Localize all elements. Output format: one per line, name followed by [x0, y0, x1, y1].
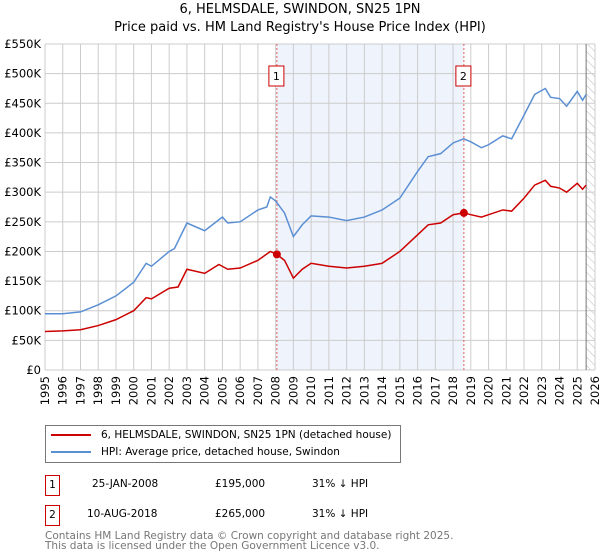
y-tick-label: £100K [4, 304, 41, 318]
sale-price: £265,000 [215, 508, 266, 520]
y-tick-label: £0 [26, 363, 41, 377]
y-tick-label: £250K [4, 215, 41, 229]
y-tick-label: £500K [4, 67, 41, 81]
x-tick-label: 2001 [144, 376, 158, 405]
x-tick-label: 2024 [553, 376, 567, 405]
x-tick-label: 2005 [215, 376, 229, 405]
legend-label: HPI: Average price, detached house, Swin… [101, 446, 340, 458]
sale-price: £195,000 [215, 478, 266, 490]
legend-item-property: 6, HELMSDALE, SWINDON, SN25 1PN (detache… [51, 429, 391, 441]
sale-row-2: 2 10-AUG-2018 £265,000 31% ↓ HPI [45, 505, 465, 526]
footer: Contains HM Land Registry data © Crown c… [45, 530, 454, 552]
sale-date: 25-JAN-2008 [92, 478, 159, 490]
legend-swatch-red [51, 434, 91, 436]
x-tick-label: 2004 [198, 376, 212, 405]
y-tick-label: £450K [4, 96, 41, 110]
x-tick-label: 2002 [162, 376, 176, 405]
hatched-region [586, 44, 595, 370]
legend-label: 6, HELMSDALE, SWINDON, SN25 1PN (detache… [101, 429, 392, 441]
x-tick-label: 2023 [535, 376, 549, 405]
sale-point [272, 250, 281, 259]
y-tick-label: £50K [12, 333, 42, 347]
x-tick-label: 1999 [109, 376, 123, 405]
sale-badge: 2 [45, 505, 60, 526]
x-tick-label: 2000 [127, 376, 141, 405]
sale-marker-label: 2 [460, 70, 467, 83]
x-tick-label: 2015 [393, 376, 407, 405]
series-line-hpi [45, 87, 587, 315]
legend-swatch-blue [51, 451, 91, 453]
x-tick-label: 2008 [269, 376, 283, 405]
x-tick-label: 1997 [73, 376, 87, 405]
legend: 6, HELMSDALE, SWINDON, SN25 1PN (detache… [45, 425, 401, 463]
x-tick-label: 2016 [411, 376, 425, 405]
y-tick-label: £550K [4, 37, 41, 51]
sale-hpi-delta: 31% ↓ HPI [312, 478, 369, 490]
x-tick-label: 2020 [482, 376, 496, 405]
x-tick-label: 2010 [304, 376, 318, 405]
x-tick-label: 2007 [251, 376, 265, 405]
x-tick-label: 2006 [233, 376, 247, 405]
chart-subtitle: Price paid vs. HM Land Registry's House … [114, 20, 486, 35]
shaded-period [276, 44, 464, 370]
series-line-property [44, 179, 587, 333]
x-tick-label: 2022 [517, 376, 531, 405]
sale-date: 10-AUG-2018 [87, 508, 158, 520]
y-tick-label: £200K [4, 244, 41, 258]
x-tick-label: 2009 [286, 376, 300, 405]
x-tick-label: 2025 [570, 376, 584, 405]
sale-marker-label: 1 [273, 70, 280, 83]
legend-item-hpi: HPI: Average price, detached house, Swin… [51, 446, 340, 458]
x-tick-label: 2018 [446, 376, 460, 405]
x-tick-label: 2019 [464, 376, 478, 405]
footer-copyright: Contains HM Land Registry data © Crown c… [45, 530, 454, 542]
x-tick-label: 2017 [428, 376, 442, 405]
x-tick-label: 2026 [588, 376, 600, 405]
x-tick-label: 2014 [375, 376, 389, 405]
sale-hpi-delta: 31% ↓ HPI [312, 508, 369, 520]
x-tick-label: 1998 [91, 376, 105, 405]
y-tick-label: £400K [4, 126, 41, 140]
sale-point [459, 208, 468, 217]
sale-marker-box [268, 65, 285, 87]
sale-marker-box [455, 65, 472, 87]
footer-licence: This data is licensed under the Open Gov… [45, 540, 380, 552]
y-tick-label: £350K [4, 156, 41, 170]
chart-title: 6, HELMSDALE, SWINDON, SN25 1PN [179, 2, 421, 17]
y-tick-label: £150K [4, 274, 41, 288]
sale-row-1: 1 25-JAN-2008 £195,000 31% ↓ HPI [45, 475, 465, 496]
y-tick-label: £300K [4, 185, 41, 199]
x-tick-label: 2021 [499, 376, 513, 405]
x-tick-label: 2013 [357, 376, 371, 405]
x-tick-label: 2003 [180, 376, 194, 405]
sale-badge: 1 [45, 475, 60, 496]
x-tick-label: 2011 [322, 376, 336, 405]
x-tick-label: 1995 [38, 376, 52, 405]
x-tick-label: 2012 [340, 376, 354, 405]
plot-area: 1995 1996 1997 1998 1999 2000 2001 2002 2003 2004… [4, 37, 600, 405]
x-tick-label: 1996 [56, 376, 70, 405]
